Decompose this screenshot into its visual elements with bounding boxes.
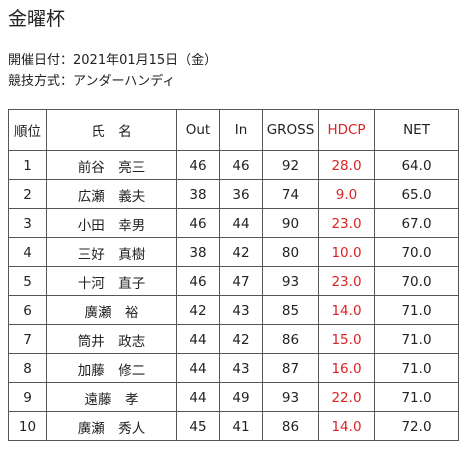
cell-in: 36: [219, 179, 263, 209]
cell-name: 三好 真樹: [46, 237, 177, 267]
cell-name: 前谷 亮三: [46, 150, 177, 180]
header-name: 氏 名: [46, 109, 177, 151]
page-title: 金曜杯: [8, 8, 66, 30]
cell-in: 41: [219, 411, 263, 441]
cell-hdcp: 22.0: [318, 382, 375, 412]
table-row: 5 十河 直子 46 47 93 23.0 70.0: [8, 266, 459, 296]
cell-in: 44: [219, 208, 263, 238]
cell-net: 67.0: [374, 208, 459, 238]
cell-out: 44: [176, 324, 220, 354]
cell-rank: 4: [8, 237, 47, 267]
competition-method: 競技方式：アンダーハンディ: [8, 74, 176, 89]
cell-rank: 10: [8, 411, 47, 441]
cell-rank: 9: [8, 382, 47, 412]
table-header-row: 順位 氏 名 Out In GROSS HDCP NET: [8, 109, 459, 151]
cell-net: 64.0: [374, 150, 459, 180]
cell-gross: 92: [262, 150, 319, 180]
cell-out: 38: [176, 179, 220, 209]
cell-out: 46: [176, 208, 220, 238]
cell-hdcp: 16.0: [318, 353, 375, 383]
table-row: 6 廣瀬 裕 42 43 85 14.0 71.0: [8, 295, 459, 325]
event-date: 開催日付：2021年01月15日（金）: [8, 53, 218, 68]
cell-out: 42: [176, 295, 220, 325]
cell-net: 71.0: [374, 295, 459, 325]
cell-name: 廣瀬 秀人: [46, 411, 177, 441]
cell-net: 71.0: [374, 353, 459, 383]
table-row: 7 筒井 政志 44 42 86 15.0 71.0: [8, 324, 459, 354]
cell-out: 46: [176, 266, 220, 296]
cell-hdcp: 28.0: [318, 150, 375, 180]
cell-hdcp: 14.0: [318, 411, 375, 441]
header-net: NET: [374, 109, 459, 151]
cell-out: 38: [176, 237, 220, 267]
header-hdcp: HDCP: [318, 109, 375, 151]
cell-hdcp: 23.0: [318, 208, 375, 238]
cell-gross: 86: [262, 411, 319, 441]
cell-name: 加藤 修二: [46, 353, 177, 383]
cell-rank: 1: [8, 150, 47, 180]
table-row: 3 小田 幸男 46 44 90 23.0 67.0: [8, 208, 459, 238]
cell-rank: 5: [8, 266, 47, 296]
cell-name: 広瀬 義夫: [46, 179, 177, 209]
cell-out: 46: [176, 150, 220, 180]
header-out: Out: [176, 109, 220, 151]
cell-rank: 6: [8, 295, 47, 325]
table-row: 4 三好 真樹 38 42 80 10.0 70.0: [8, 237, 459, 267]
cell-net: 65.0: [374, 179, 459, 209]
cell-in: 47: [219, 266, 263, 296]
cell-gross: 93: [262, 266, 319, 296]
header-gross: GROSS: [262, 109, 319, 151]
cell-in: 46: [219, 150, 263, 180]
cell-gross: 74: [262, 179, 319, 209]
cell-net: 72.0: [374, 411, 459, 441]
cell-hdcp: 10.0: [318, 237, 375, 267]
header-rank: 順位: [8, 109, 47, 151]
cell-gross: 80: [262, 237, 319, 267]
cell-name: 小田 幸男: [46, 208, 177, 238]
cell-rank: 8: [8, 353, 47, 383]
cell-hdcp: 14.0: [318, 295, 375, 325]
cell-rank: 3: [8, 208, 47, 238]
cell-hdcp: 15.0: [318, 324, 375, 354]
cell-net: 70.0: [374, 266, 459, 296]
header-in: In: [219, 109, 263, 151]
cell-in: 42: [219, 237, 263, 267]
cell-gross: 86: [262, 324, 319, 354]
cell-name: 十河 直子: [46, 266, 177, 296]
cell-gross: 85: [262, 295, 319, 325]
cell-out: 45: [176, 411, 220, 441]
results-table: 順位 氏 名 Out In GROSS HDCP NET 1 前谷 亮三 46 …: [8, 109, 459, 441]
cell-gross: 87: [262, 353, 319, 383]
table-row: 10 廣瀬 秀人 45 41 86 14.0 72.0: [8, 411, 459, 441]
cell-net: 71.0: [374, 382, 459, 412]
table-row: 1 前谷 亮三 46 46 92 28.0 64.0: [8, 150, 459, 180]
cell-gross: 93: [262, 382, 319, 412]
cell-name: 遠藤 孝: [46, 382, 177, 412]
cell-name: 筒井 政志: [46, 324, 177, 354]
cell-in: 42: [219, 324, 263, 354]
cell-rank: 2: [8, 179, 47, 209]
cell-net: 70.0: [374, 237, 459, 267]
cell-hdcp: 9.0: [318, 179, 375, 209]
table-row: 9 遠藤 孝 44 49 93 22.0 71.0: [8, 382, 459, 412]
cell-gross: 90: [262, 208, 319, 238]
cell-out: 44: [176, 382, 220, 412]
cell-net: 71.0: [374, 324, 459, 354]
cell-in: 43: [219, 295, 263, 325]
cell-in: 43: [219, 353, 263, 383]
cell-rank: 7: [8, 324, 47, 354]
table-row: 8 加藤 修二 44 43 87 16.0 71.0: [8, 353, 459, 383]
cell-name: 廣瀬 裕: [46, 295, 177, 325]
cell-out: 44: [176, 353, 220, 383]
cell-hdcp: 23.0: [318, 266, 375, 296]
table-row: 2 広瀬 義夫 38 36 74 9.0 65.0: [8, 179, 459, 209]
cell-in: 49: [219, 382, 263, 412]
